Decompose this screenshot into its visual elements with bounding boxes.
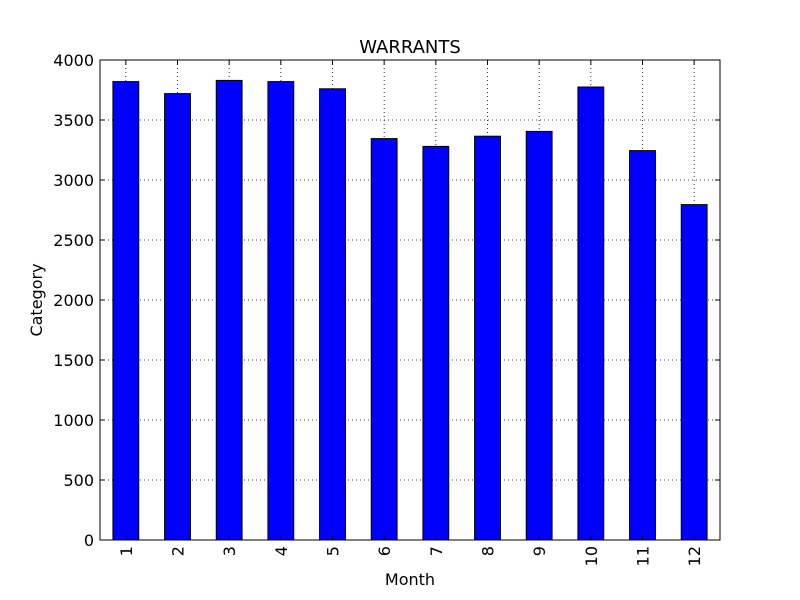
x-tick-label: 9	[530, 546, 549, 556]
y-axis-title: Category	[27, 263, 46, 336]
y-tick-label: 4000	[53, 51, 94, 70]
x-tick-label: 5	[324, 546, 343, 556]
x-axis-title: Month	[385, 570, 435, 589]
bar-month-6	[370, 138, 398, 541]
x-tick-label: 7	[427, 546, 446, 556]
x-tick-label: 10	[582, 546, 601, 566]
bar-month-12	[680, 204, 708, 541]
grid-lines	[100, 59, 720, 541]
y-tick-label: 1000	[53, 411, 94, 430]
bar-month-1	[112, 81, 140, 541]
x-tick-label: 11	[634, 546, 653, 566]
chart-title: WARRANTS	[359, 37, 461, 58]
bar-month-11	[629, 150, 656, 541]
bar-month-10	[577, 86, 605, 541]
x-tick-label: 8	[479, 546, 498, 556]
bar-month-2	[164, 93, 191, 541]
x-tick-label: 6	[375, 546, 394, 556]
bar-month-4	[267, 81, 295, 541]
y-tick-label: 0	[84, 531, 94, 550]
x-tick-label: 1	[117, 546, 136, 556]
y-tick-label: 1500	[53, 351, 94, 370]
y-tick-label: 2500	[53, 231, 94, 250]
y-tick-label: 500	[63, 471, 94, 490]
x-tick-label: 2	[169, 546, 188, 556]
x-tick-label: 12	[685, 546, 704, 566]
bars	[112, 79, 708, 541]
bar-month-3	[215, 79, 243, 541]
bar-month-8	[474, 135, 501, 541]
y-tick-label: 3000	[53, 171, 94, 190]
bar-month-9	[525, 130, 553, 541]
bar-month-7	[422, 145, 450, 541]
bar-month-5	[319, 88, 346, 541]
x-tick-label: 3	[220, 546, 239, 556]
y-tick-label: 2000	[53, 291, 94, 310]
y-tick-label: 3500	[53, 111, 94, 130]
x-tick-label: 4	[272, 546, 291, 556]
